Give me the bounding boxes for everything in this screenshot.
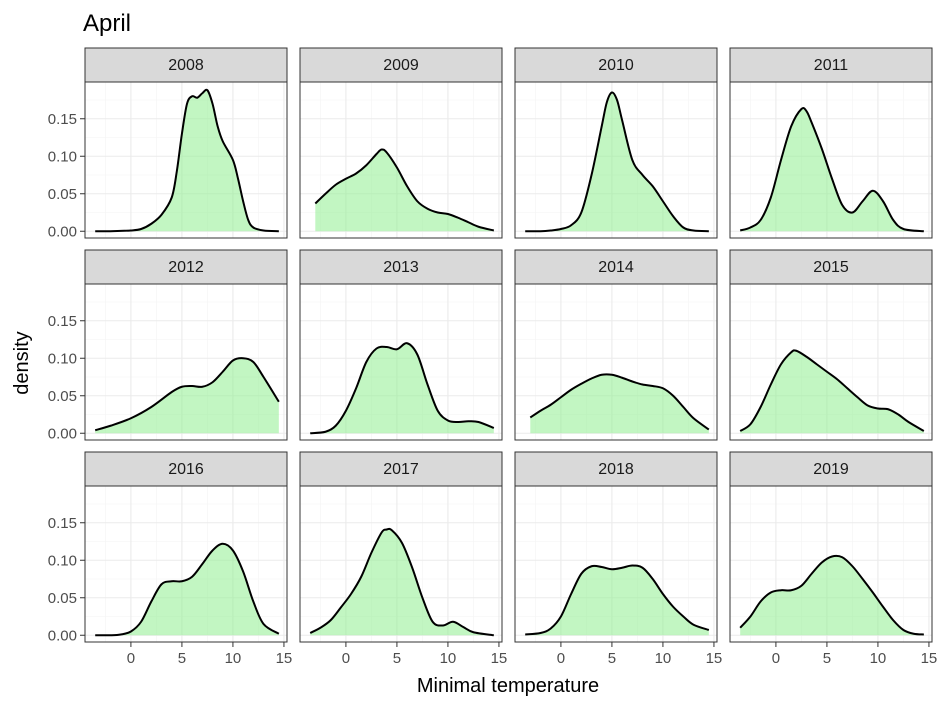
y-tick-label: 0.05: [48, 186, 77, 203]
facet-panel-2013: 2013: [300, 250, 502, 440]
facet-strip-label: 2017: [383, 461, 419, 478]
x-tick-label: 5: [178, 650, 186, 667]
facet-panel-2016: 2016: [85, 452, 287, 642]
y-tick-label: 0.15: [48, 515, 77, 532]
x-tick-label: 0: [772, 650, 780, 667]
y-tick-label: 0.05: [48, 590, 77, 607]
x-axis-title: Minimal temperature: [417, 675, 599, 697]
y-tick-label: 0.05: [48, 388, 77, 405]
x-tick-label: 15: [491, 650, 508, 667]
facet-strip-label: 2018: [598, 461, 634, 478]
x-tick-label: 10: [225, 650, 242, 667]
facet-panel-2011: 2011: [730, 48, 932, 238]
y-tick-label: 0.00: [48, 425, 77, 442]
y-tick-label: 0.10: [48, 350, 77, 367]
facet-panel-2012: 2012: [85, 250, 287, 440]
facet-panel-2018: 2018: [515, 452, 717, 642]
y-tick-label: 0.15: [48, 313, 77, 330]
facet-strip-label: 2013: [383, 259, 419, 276]
facet-strip-label: 2014: [598, 259, 634, 276]
y-axis-title: density: [11, 331, 33, 394]
x-tick-label: 5: [608, 650, 616, 667]
y-tick-label: 0.00: [48, 223, 77, 240]
facet-panels: 2008 2009 2010 2011 2012 2013 2014 2015 2016 2017…: [85, 48, 932, 642]
facet-strip-label: 2008: [168, 57, 204, 74]
facet-panel-2010: 2010: [515, 48, 717, 238]
y-tick-label: 0.10: [48, 148, 77, 165]
chart-title: April: [83, 10, 131, 37]
x-tick-label: 0: [557, 650, 565, 667]
x-tick-label: 15: [921, 650, 938, 667]
facet-panel-2019: 2019: [730, 452, 932, 642]
facet-strip-label: 2010: [598, 57, 634, 74]
x-tick-label: 10: [440, 650, 457, 667]
x-tick-label: 5: [823, 650, 831, 667]
facet-panel-2008: 2008: [85, 48, 287, 238]
x-tick-label: 0: [127, 650, 135, 667]
x-tick-label: 0: [342, 650, 350, 667]
x-tick-label: 15: [276, 650, 293, 667]
facet-strip-label: 2009: [383, 57, 419, 74]
x-tick-label: 15: [706, 650, 723, 667]
facet-strip-label: 2015: [813, 259, 849, 276]
facet-panel-2009: 2009: [300, 48, 502, 238]
facet-strip-label: 2019: [813, 461, 849, 478]
facet-panel-2015: 2015: [730, 250, 932, 440]
facet-strip-label: 2011: [814, 57, 849, 74]
x-tick-label: 5: [393, 650, 401, 667]
facet-panel-2017: 2017: [300, 452, 502, 642]
facet-panel-2014: 2014: [515, 250, 717, 440]
y-tick-label: 0.15: [48, 111, 77, 128]
facet-strip-label: 2016: [168, 461, 204, 478]
x-tick-label: 10: [870, 650, 887, 667]
y-tick-label: 0.10: [48, 552, 77, 569]
facet-strip-label: 2012: [168, 259, 204, 276]
x-axes: 0 5 10 15 0 5 10 15 0 5 10 15 0 5 10 15: [127, 642, 938, 667]
y-tick-label: 0.00: [48, 627, 77, 644]
x-tick-label: 10: [655, 650, 672, 667]
y-axes: 0.00 0.05 0.10 0.15 0.00 0.05 0.10 0.15 0.00 0.05…: [48, 111, 85, 645]
